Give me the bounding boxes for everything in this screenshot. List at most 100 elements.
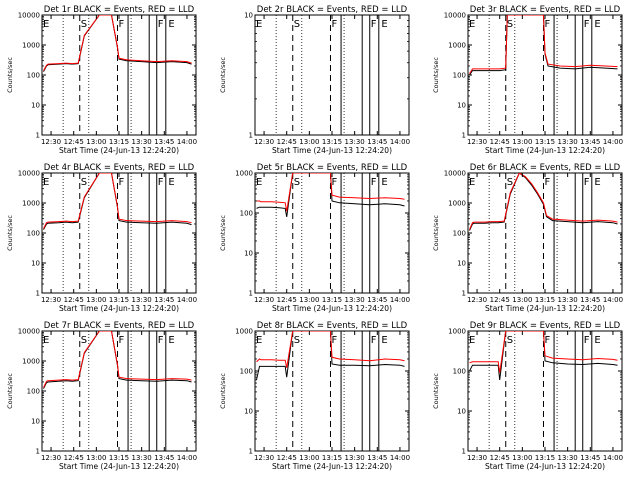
events-series-line [469, 331, 618, 380]
x-tick-label: 14:00 [390, 138, 410, 146]
x-tick-label: 13:45 [367, 296, 387, 304]
y-tick-label: 1000 [235, 170, 253, 178]
x-tick-label: 13:00 [86, 296, 106, 304]
event-marker-label: F [584, 335, 590, 346]
x-tick-label: 13:30 [558, 138, 578, 146]
x-tick-label: 13:00 [299, 296, 319, 304]
y-tick-label: 1000 [22, 200, 40, 208]
event-marker-label: F [544, 335, 550, 346]
x-axis-label: Start Time (24-Jun-13 12:24:20) [485, 462, 605, 471]
chart-title: Det 9r BLACK = Events, RED = LLD [470, 321, 621, 331]
y-tick-label: 1 [462, 132, 466, 140]
y-tick-label: 100 [27, 230, 40, 238]
y-axis-label: Counts/sec [6, 57, 14, 93]
x-tick-label: 14:00 [177, 138, 197, 146]
event-marker-label: F [331, 335, 337, 346]
events-series-line [43, 331, 192, 389]
event-marker-label: F [584, 19, 590, 30]
event-marker-label: F [544, 19, 550, 30]
series-group [469, 331, 618, 380]
event-marker-label: S [81, 19, 87, 30]
event-marker-label: F [118, 177, 124, 188]
x-tick-label: 13:45 [154, 296, 174, 304]
y-tick-label: 10 [457, 408, 466, 416]
event-marker-label: F [371, 335, 377, 346]
event-marker-label: F [584, 177, 590, 188]
y-tick-label: 10 [244, 12, 253, 20]
lld-series-line [256, 173, 405, 212]
x-tick-label: 13:00 [299, 454, 319, 462]
event-marker-label: E [43, 177, 49, 188]
event-marker-label: E [381, 19, 387, 30]
plot-frame [41, 330, 197, 452]
x-tick-label: 12:45 [490, 296, 510, 304]
x-tick-label: 14:00 [603, 296, 623, 304]
y-tick-label: 100 [453, 230, 466, 238]
y-tick-label: 1 [36, 448, 40, 456]
x-tick-label: 13:00 [86, 454, 106, 462]
y-tick-label: 10000 [18, 12, 40, 20]
x-tick-label: 12:30 [254, 454, 274, 462]
event-marker-label: E [594, 177, 600, 188]
x-tick-label: 14:00 [603, 138, 623, 146]
x-tick-label: 12:45 [490, 138, 510, 146]
x-tick-label: 12:30 [467, 454, 487, 462]
lld-series-line [43, 173, 192, 229]
plot-frame [467, 14, 623, 136]
y-tick-label: 1 [36, 132, 40, 140]
events-series-line [469, 15, 618, 76]
x-tick-label: 12:45 [277, 454, 297, 462]
series-group [469, 173, 618, 231]
x-tick-label: 13:30 [558, 454, 578, 462]
x-tick-label: 12:30 [254, 296, 274, 304]
chart-title: Det 3r BLACK = Events, RED = LLD [470, 5, 621, 15]
x-tick-label: 13:15 [535, 138, 555, 146]
y-axis-label: Counts/sec [219, 57, 227, 93]
events-series-line [469, 173, 618, 231]
lld-series-line [469, 331, 618, 373]
chart-title: Det 5r BLACK = Events, RED = LLD [257, 163, 408, 173]
series-group [256, 331, 405, 381]
x-tick-label: 13:30 [132, 454, 152, 462]
event-marker-label: E [168, 335, 174, 346]
plot-frame [254, 14, 410, 136]
x-tick-label: 13:15 [109, 296, 129, 304]
chart-title: Det 1r BLACK = Events, RED = LLD [44, 5, 195, 15]
lld-series-line [469, 15, 618, 75]
events-series-line [256, 331, 405, 381]
event-marker-label: F [118, 19, 124, 30]
series-group [43, 173, 192, 230]
x-tick-label: 13:15 [535, 454, 555, 462]
event-marker-label: F [158, 177, 164, 188]
x-tick-label: 12:30 [41, 454, 61, 462]
event-marker-label: S [81, 335, 87, 346]
event-marker-label: E [381, 177, 387, 188]
x-tick-label: 13:45 [367, 454, 387, 462]
y-tick-label: 1 [249, 132, 253, 140]
x-tick-label: 13:00 [299, 138, 319, 146]
chart-title: Det 4r BLACK = Events, RED = LLD [44, 163, 195, 173]
plot-frame [467, 172, 623, 294]
x-tick-label: 12:45 [64, 296, 84, 304]
event-marker-label: S [507, 19, 513, 30]
event-marker-label: S [294, 19, 300, 30]
x-tick-label: 14:00 [390, 454, 410, 462]
lld-series-line [256, 331, 405, 368]
lld-series-line [43, 331, 192, 388]
event-marker-label: E [43, 19, 49, 30]
series-group [43, 15, 192, 72]
x-tick-label: 13:30 [132, 138, 152, 146]
y-tick-label: 10000 [18, 328, 40, 336]
event-marker-label: F [158, 19, 164, 30]
event-marker-label: S [507, 335, 513, 346]
x-tick-label: 13:00 [512, 138, 532, 146]
x-tick-label: 13:30 [558, 296, 578, 304]
event-marker-label: S [507, 177, 513, 188]
y-tick-label: 1000 [448, 328, 466, 336]
x-tick-label: 13:00 [512, 296, 532, 304]
